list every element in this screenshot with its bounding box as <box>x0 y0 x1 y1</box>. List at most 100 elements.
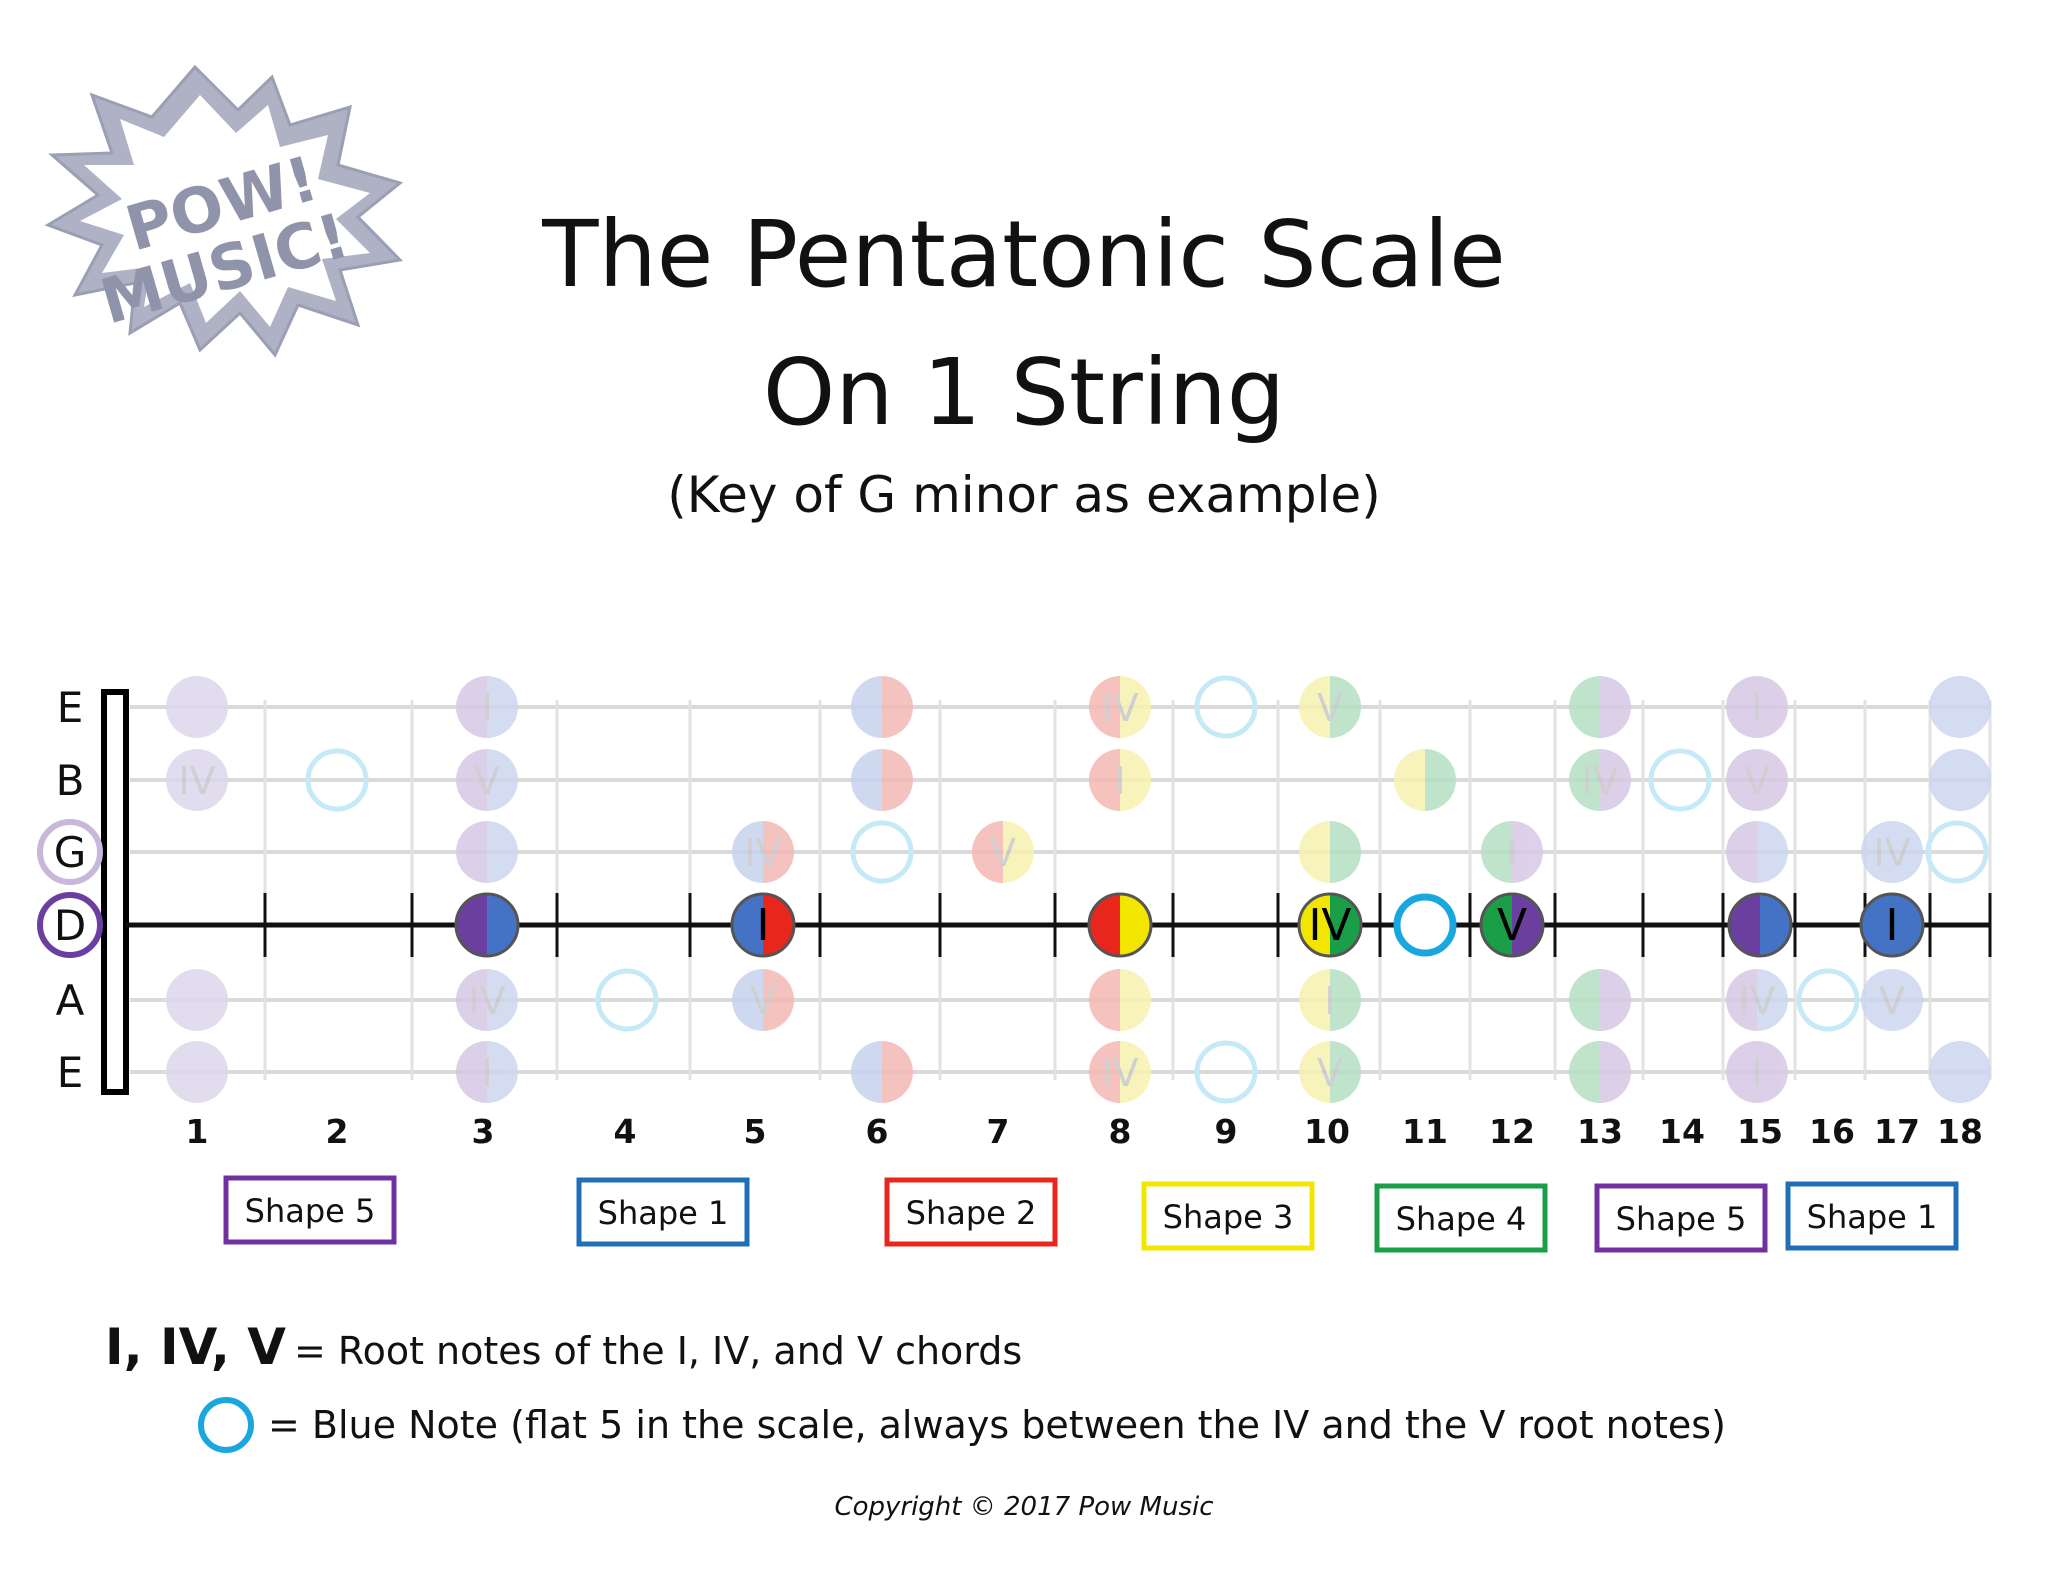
faded-note <box>851 676 913 738</box>
note-right-half <box>1757 749 1788 811</box>
faded-note-label: V <box>1317 1051 1343 1095</box>
note-left-half <box>1726 676 1757 738</box>
legend-chords-symbol: I, IV, V <box>105 1318 286 1376</box>
faded-note <box>1569 1041 1631 1103</box>
note-left-half <box>1481 821 1512 883</box>
faded-blue-note <box>1194 675 1258 739</box>
note-outline <box>1297 892 1363 958</box>
faded-note <box>166 676 228 738</box>
faded-note-label: IV <box>1738 979 1775 1023</box>
note-outline <box>1859 892 1925 958</box>
note-right-half <box>197 969 228 1031</box>
legend-blue-text: = Blue Note (flat 5 in the scale, always… <box>268 1403 1726 1447</box>
faded-note: V <box>1299 676 1361 738</box>
note-left-half <box>732 821 763 883</box>
faded-note: IV <box>1861 821 1923 883</box>
shape-box-border <box>1141 1181 1315 1251</box>
faded-note <box>166 969 228 1031</box>
faded-blue-note <box>1194 1040 1258 1104</box>
faded-note <box>1726 821 1788 883</box>
note-right-half <box>1960 749 1991 811</box>
note-left-half <box>1861 821 1892 883</box>
copyright: Copyright © 2017 Pow Music <box>834 1492 1214 1522</box>
shape-box-border <box>1594 1183 1768 1253</box>
fret-number: 14 <box>1659 1112 1705 1151</box>
legend-blue-note: = Blue Note (flat 5 in the scale, always… <box>198 1397 1726 1453</box>
fret-number: 17 <box>1874 1112 1920 1151</box>
scale-note-fret-8 <box>1087 892 1153 958</box>
faded-note: I <box>1726 1041 1788 1103</box>
note-right-half <box>1120 676 1151 738</box>
shape-box-3: Shape 2 <box>884 1177 1058 1247</box>
note-right-half <box>1757 1041 1788 1103</box>
note-left-half <box>1569 749 1600 811</box>
fret-number: 15 <box>1737 1112 1783 1151</box>
note-left-half <box>1299 969 1330 1031</box>
note-left-half <box>1089 1041 1120 1103</box>
faded-note <box>166 1041 228 1103</box>
blue-note-circle-icon <box>198 1397 254 1453</box>
note-left-half <box>1394 749 1425 811</box>
note-left-half <box>851 1041 882 1103</box>
faded-blue-note <box>305 748 369 812</box>
faded-note: I <box>456 676 518 738</box>
faded-note-label: IV <box>468 979 505 1023</box>
shape-label: Shape 5 <box>245 1192 376 1230</box>
shape-label: Shape 2 <box>906 1194 1037 1232</box>
note-left-half <box>1726 749 1757 811</box>
note-right-half <box>882 1041 913 1103</box>
note-right-half <box>1892 969 1923 1031</box>
fret-number: 18 <box>1937 1112 1983 1151</box>
faded-note: V <box>972 821 1034 883</box>
shape-label: Shape 1 <box>1807 1198 1938 1236</box>
note-left-half <box>1729 894 1760 956</box>
faded-note-label: I <box>1114 759 1125 803</box>
note-left-half <box>456 676 487 738</box>
fret-number: 10 <box>1304 1112 1350 1151</box>
string-root-ring <box>37 819 103 885</box>
shape-box-4: Shape 3 <box>1141 1181 1315 1251</box>
note-left-half <box>1089 749 1120 811</box>
note-outline <box>454 892 520 958</box>
fret-number: 11 <box>1402 1112 1448 1151</box>
faded-note: V <box>732 969 794 1031</box>
faded-note: V <box>1861 969 1923 1031</box>
note-right-half <box>1600 1041 1631 1103</box>
note-left-half <box>456 821 487 883</box>
faded-note-label: V <box>990 831 1016 875</box>
note-left-half <box>1299 1041 1330 1103</box>
note-label: IV <box>1308 900 1351 951</box>
fret-number: 8 <box>1109 1112 1132 1151</box>
note-right-half <box>1512 821 1543 883</box>
shape-box-border <box>1785 1181 1959 1251</box>
faded-note <box>1929 1041 1991 1103</box>
note-left-half <box>1089 969 1120 1031</box>
scale-note-fret-5: I <box>730 892 796 958</box>
blue-note-fret-11 <box>1393 893 1457 957</box>
shape-label: Shape 5 <box>1616 1200 1747 1238</box>
note-left-half <box>1299 894 1330 956</box>
note-label: V <box>1497 900 1527 951</box>
note-outline <box>1087 892 1153 958</box>
note-right-half <box>1757 821 1788 883</box>
fret-number: 16 <box>1809 1112 1855 1151</box>
shape-box-7: Shape 1 <box>1785 1181 1959 1251</box>
legend-chords: I, IV, V = Root notes of the I, IV, and V… <box>105 1318 1022 1376</box>
faded-note-label: V <box>1744 759 1770 803</box>
note-right-half <box>197 1041 228 1103</box>
note-right-half <box>1600 969 1631 1031</box>
string-name-g: G <box>54 828 87 877</box>
note-left-half <box>166 749 197 811</box>
faded-note-label: I <box>1751 1051 1762 1095</box>
note-right-half <box>1960 1041 1991 1103</box>
fret-number: 6 <box>866 1112 889 1151</box>
faded-note: IV <box>1726 969 1788 1031</box>
note-left-half <box>1861 969 1892 1031</box>
faded-note: I <box>1726 676 1788 738</box>
faded-note-label: IV <box>1101 1051 1138 1095</box>
note-right-half <box>197 749 228 811</box>
faded-note: IV <box>456 969 518 1031</box>
faded-note: IV <box>1089 676 1151 738</box>
note-left-half <box>166 676 197 738</box>
string-name-e: E <box>57 1048 84 1097</box>
